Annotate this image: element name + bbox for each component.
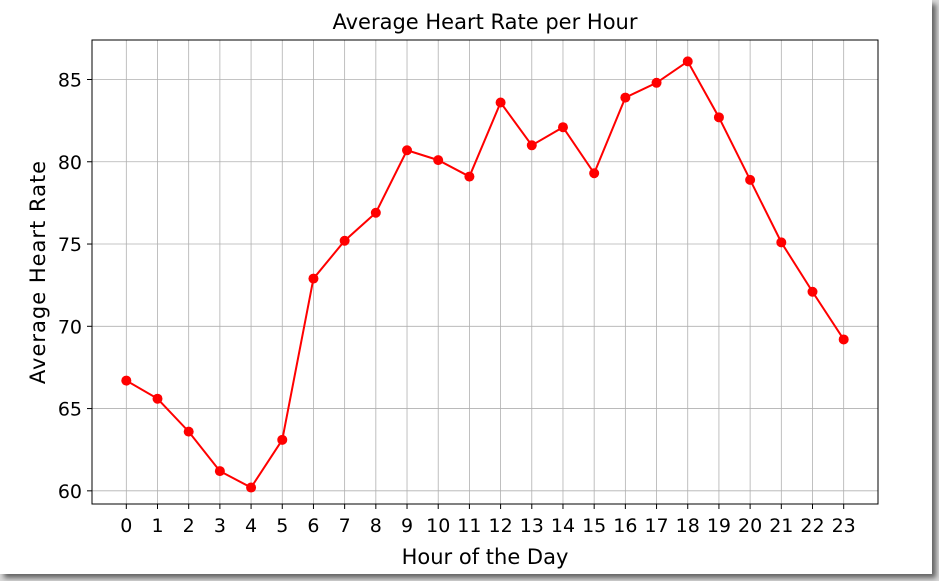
data-point bbox=[402, 145, 413, 156]
x-tick-label: 18 bbox=[676, 515, 700, 537]
x-tick-label: 0 bbox=[120, 515, 132, 537]
x-tick-label: 8 bbox=[370, 515, 382, 537]
x-tick-label: 10 bbox=[426, 515, 450, 537]
grid-layer bbox=[92, 40, 878, 504]
x-tick-label: 16 bbox=[613, 515, 637, 537]
data-point bbox=[495, 97, 506, 108]
x-tick-label: 15 bbox=[582, 515, 606, 537]
x-tick-label: 2 bbox=[183, 515, 195, 537]
data-point bbox=[214, 466, 225, 477]
x-axis-label: Hour of the Day bbox=[402, 545, 569, 569]
data-point bbox=[620, 92, 631, 103]
x-tick-label: 22 bbox=[800, 515, 824, 537]
x-tick-label: 14 bbox=[551, 515, 575, 537]
x-tick-label: 5 bbox=[276, 515, 288, 537]
x-tick-label: 19 bbox=[707, 515, 731, 537]
x-tick-label: 11 bbox=[457, 515, 481, 537]
y-tick-label: 85 bbox=[58, 69, 82, 91]
x-tick-label: 1 bbox=[151, 515, 163, 537]
y-tick-label: 75 bbox=[58, 234, 82, 256]
data-point bbox=[433, 155, 444, 166]
data-point bbox=[807, 286, 818, 297]
data-point bbox=[339, 235, 350, 246]
y-tick-label: 60 bbox=[58, 481, 82, 503]
data-point bbox=[246, 482, 257, 493]
data-point bbox=[526, 140, 537, 151]
data-point bbox=[308, 273, 319, 284]
x-tick-label: 9 bbox=[401, 515, 413, 537]
data-point bbox=[589, 168, 600, 179]
data-point bbox=[121, 375, 132, 386]
data-point bbox=[713, 112, 724, 123]
x-tick-label: 6 bbox=[307, 515, 319, 537]
data-point bbox=[557, 122, 568, 133]
x-tick-label: 7 bbox=[339, 515, 351, 537]
x-tick-label: 23 bbox=[832, 515, 856, 537]
tick-layer: 0 1 2 3 4 5 6 7 8 9 10 11 12 13 14 15 16 17 18 19 20 21 22 2360… bbox=[58, 69, 856, 537]
x-tick-label: 3 bbox=[214, 515, 226, 537]
data-point bbox=[776, 237, 787, 248]
x-tick-label: 17 bbox=[644, 515, 668, 537]
y-axis-label: Average Heart Rate bbox=[26, 160, 50, 384]
data-point bbox=[838, 334, 849, 345]
chart-title: Average Heart Rate per Hour bbox=[332, 10, 637, 34]
data-point bbox=[464, 171, 475, 182]
series-line bbox=[125, 59, 845, 489]
data-point bbox=[152, 393, 163, 404]
y-tick-label: 80 bbox=[58, 152, 82, 174]
data-point bbox=[651, 77, 662, 88]
x-tick-label: 21 bbox=[769, 515, 793, 537]
x-tick-label: 12 bbox=[489, 515, 513, 537]
data-point bbox=[183, 426, 194, 437]
series-layer bbox=[121, 56, 849, 493]
data-point bbox=[277, 434, 288, 445]
x-tick-label: 20 bbox=[738, 515, 762, 537]
y-tick-label: 70 bbox=[58, 316, 82, 338]
x-tick-label: 4 bbox=[245, 515, 257, 537]
data-point bbox=[745, 174, 756, 185]
data-point bbox=[682, 56, 693, 67]
y-tick-label: 65 bbox=[58, 399, 82, 421]
x-tick-label: 13 bbox=[520, 515, 544, 537]
plot-area-border bbox=[91, 39, 879, 505]
data-point bbox=[370, 207, 381, 218]
